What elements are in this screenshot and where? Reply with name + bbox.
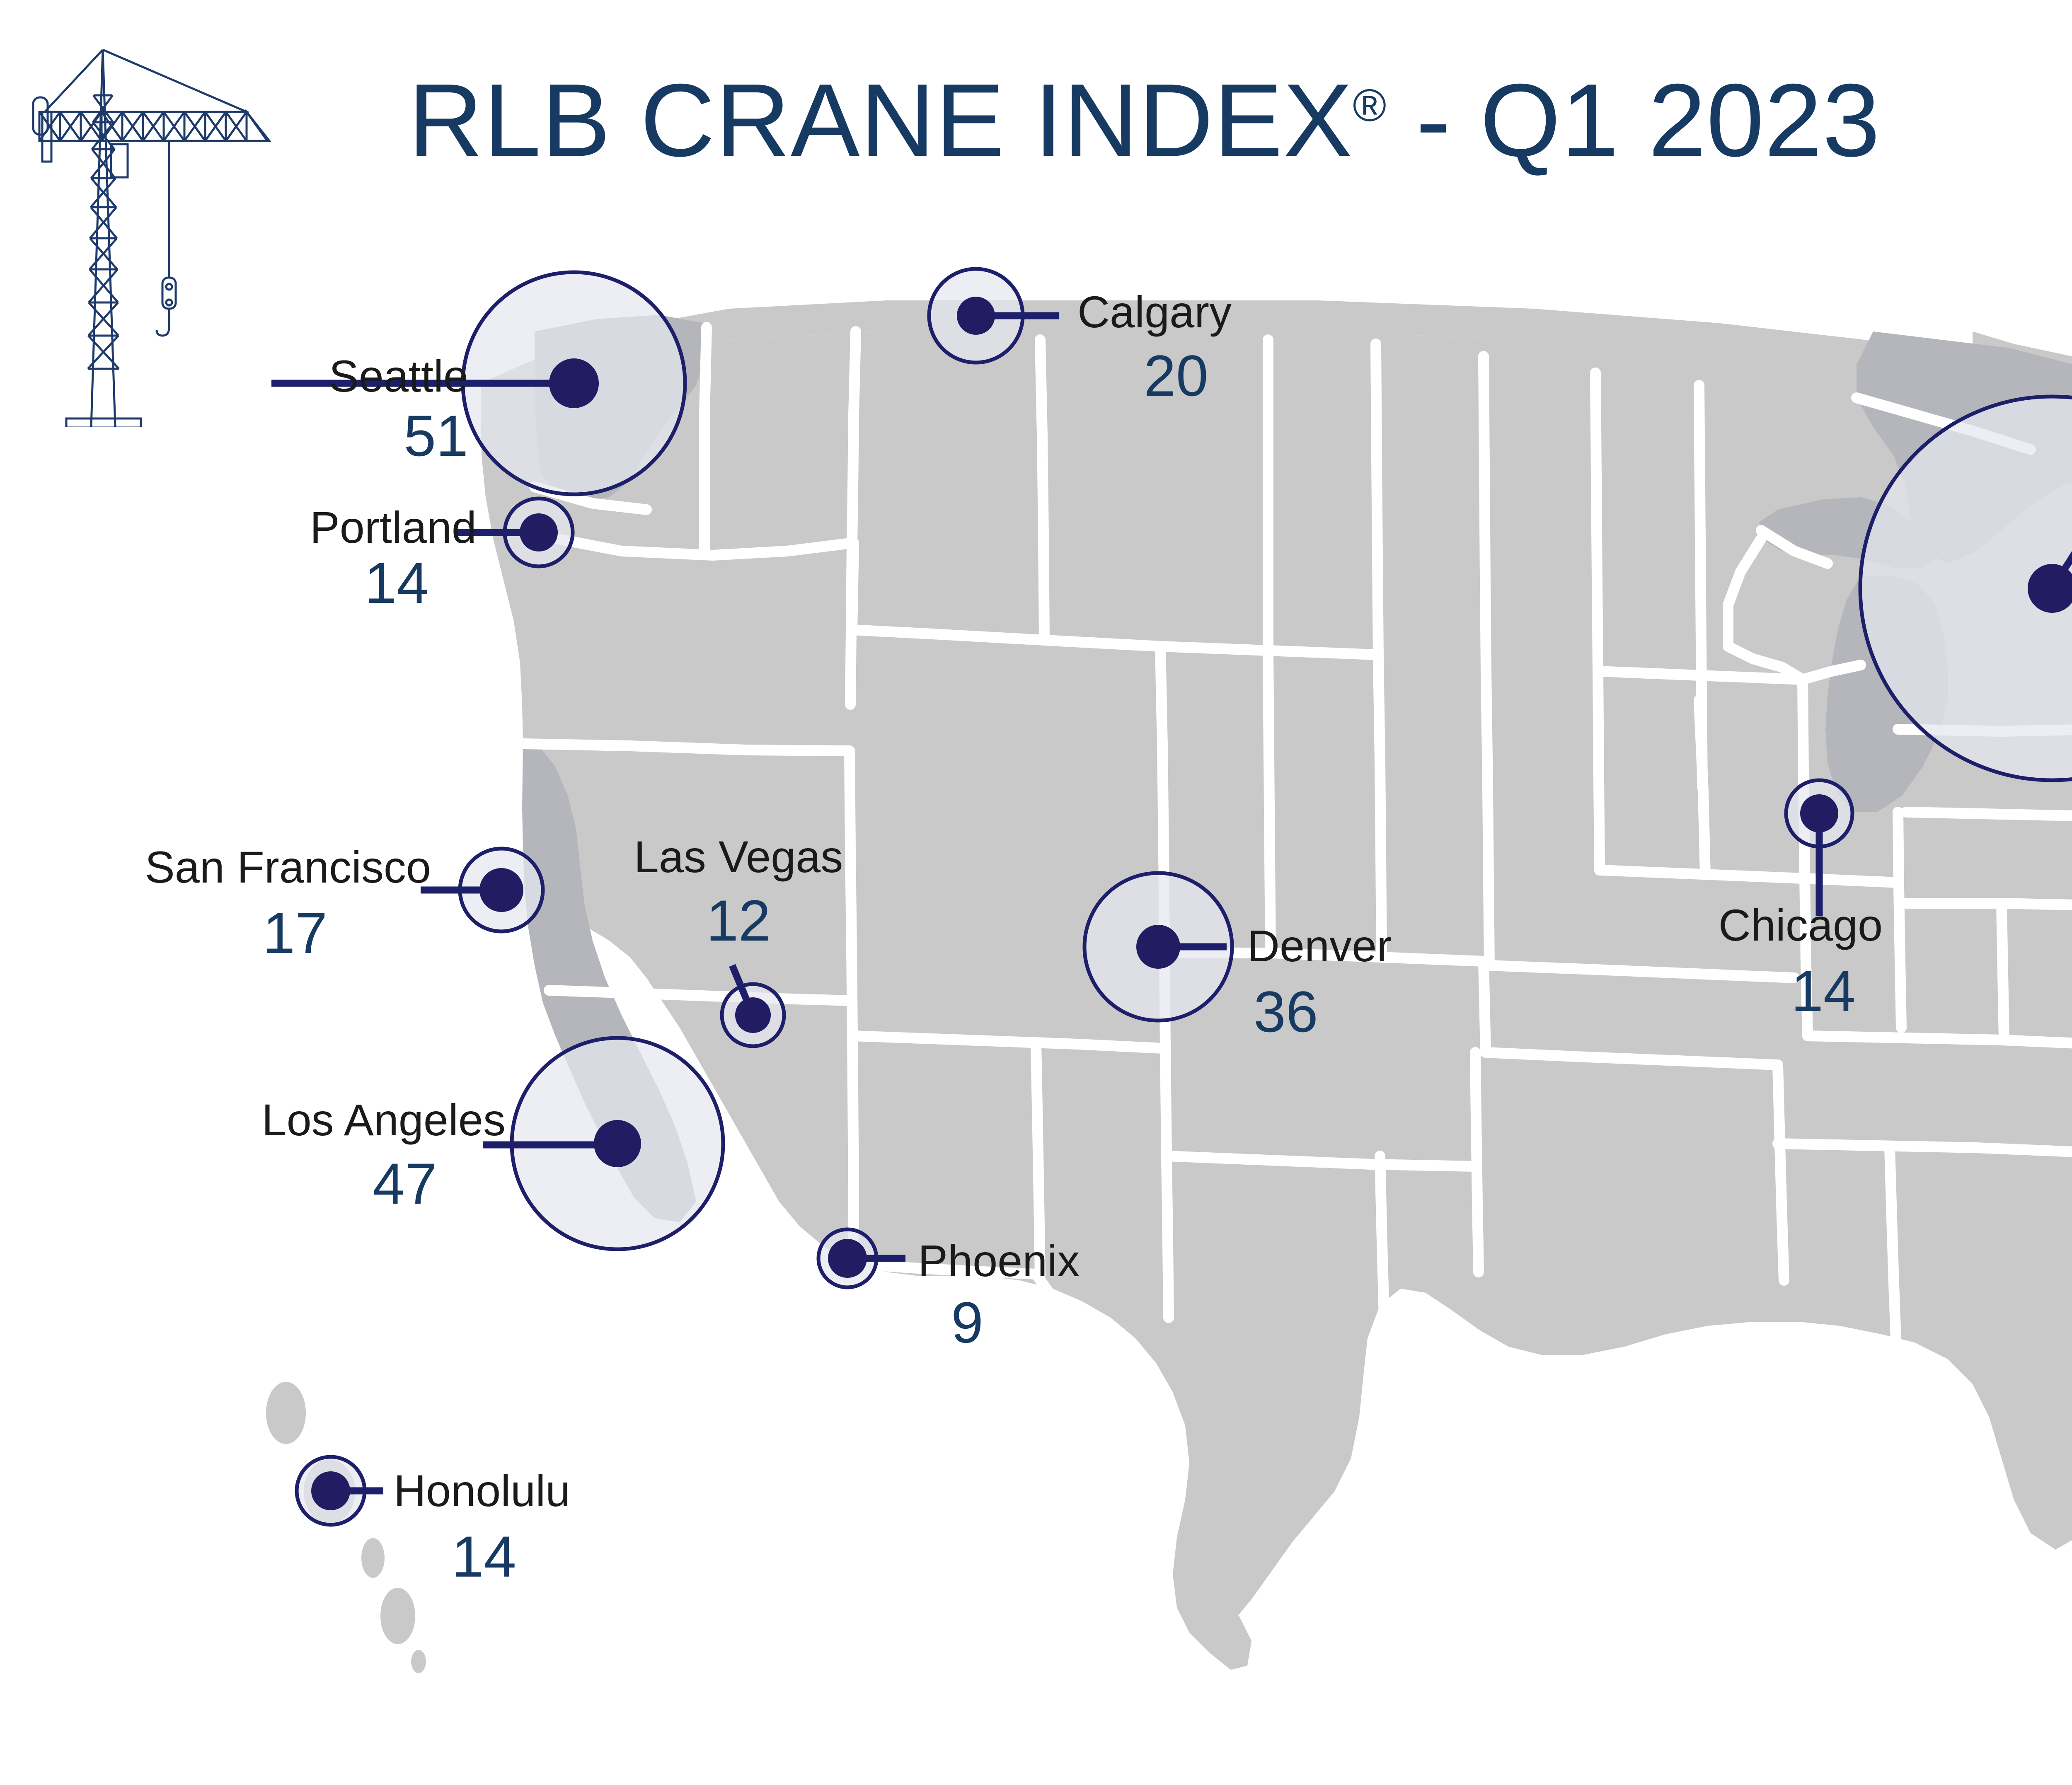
city-label: San Francisco [145,842,431,892]
city-label: Phoenix [918,1236,1080,1286]
title-main: RLB CRANE INDEX [408,62,1353,178]
city-dot[interactable] [311,1471,350,1510]
city-crane-count: 14 [364,550,429,615]
title-suffix: - Q1 2023 [1387,62,1881,178]
page-title: RLB CRANE INDEX® - Q1 2023 [408,54,1881,172]
city-dot[interactable] [735,997,771,1033]
city-dot[interactable] [828,1239,867,1278]
city-crane-count: 17 [263,900,327,965]
city-crane-count: 9 [951,1290,983,1355]
city-marker-honolulu[interactable]: Honolulu 14 [295,1455,570,1589]
city-label: Seattle [329,351,468,401]
city-crane-count: 14 [1791,958,1856,1023]
city-crane-count: 47 [373,1151,437,1216]
city-crane-count: 14 [452,1524,516,1589]
city-crane-count: 12 [706,888,771,953]
city-label: Honolulu [394,1466,570,1516]
hawaii-islands [266,1382,426,1673]
tower-crane-icon [32,48,272,427]
city-dot[interactable] [549,358,599,408]
state-borders [518,322,2072,1385]
city-label: Denver [1247,921,1392,971]
city-marker-san-francisco[interactable]: San Francisco 17 [145,842,545,965]
city-label: Las Vegas [634,832,843,882]
city-crane-count: 20 [1144,343,1208,408]
city-dot[interactable] [1800,794,1838,832]
city-dot[interactable] [957,297,995,335]
city-label: Calgary [1077,287,1232,337]
city-crane-count: 51 [404,403,468,468]
city-label: Los Angeles [262,1095,506,1145]
bubble-halo [1858,394,2072,782]
city-label: Chicago [1719,900,1883,950]
city-dot[interactable] [479,868,523,912]
city-crane-count: 36 [1254,979,1318,1044]
registered-trademark-icon: ® [1353,80,1387,131]
city-label: Portland [310,502,477,552]
city-marker-los-angeles[interactable]: Los Angeles 47 [262,1036,725,1251]
city-dot[interactable] [520,513,558,551]
city-dot[interactable] [594,1120,641,1167]
city-marker-las-vegas[interactable]: Las Vegas 12 [634,832,843,1048]
city-marker-chicago[interactable]: Chicago 14 [1719,778,1883,1023]
city-dot[interactable] [1136,925,1180,969]
city-dot[interactable] [2028,564,2072,613]
city-marker-denver[interactable]: Denver 36 [1082,871,1392,1044]
city-marker-toronto[interactable]: Toronto238 [1858,283,2072,782]
city-marker-calgary[interactable]: Calgary 20 [927,267,1232,408]
